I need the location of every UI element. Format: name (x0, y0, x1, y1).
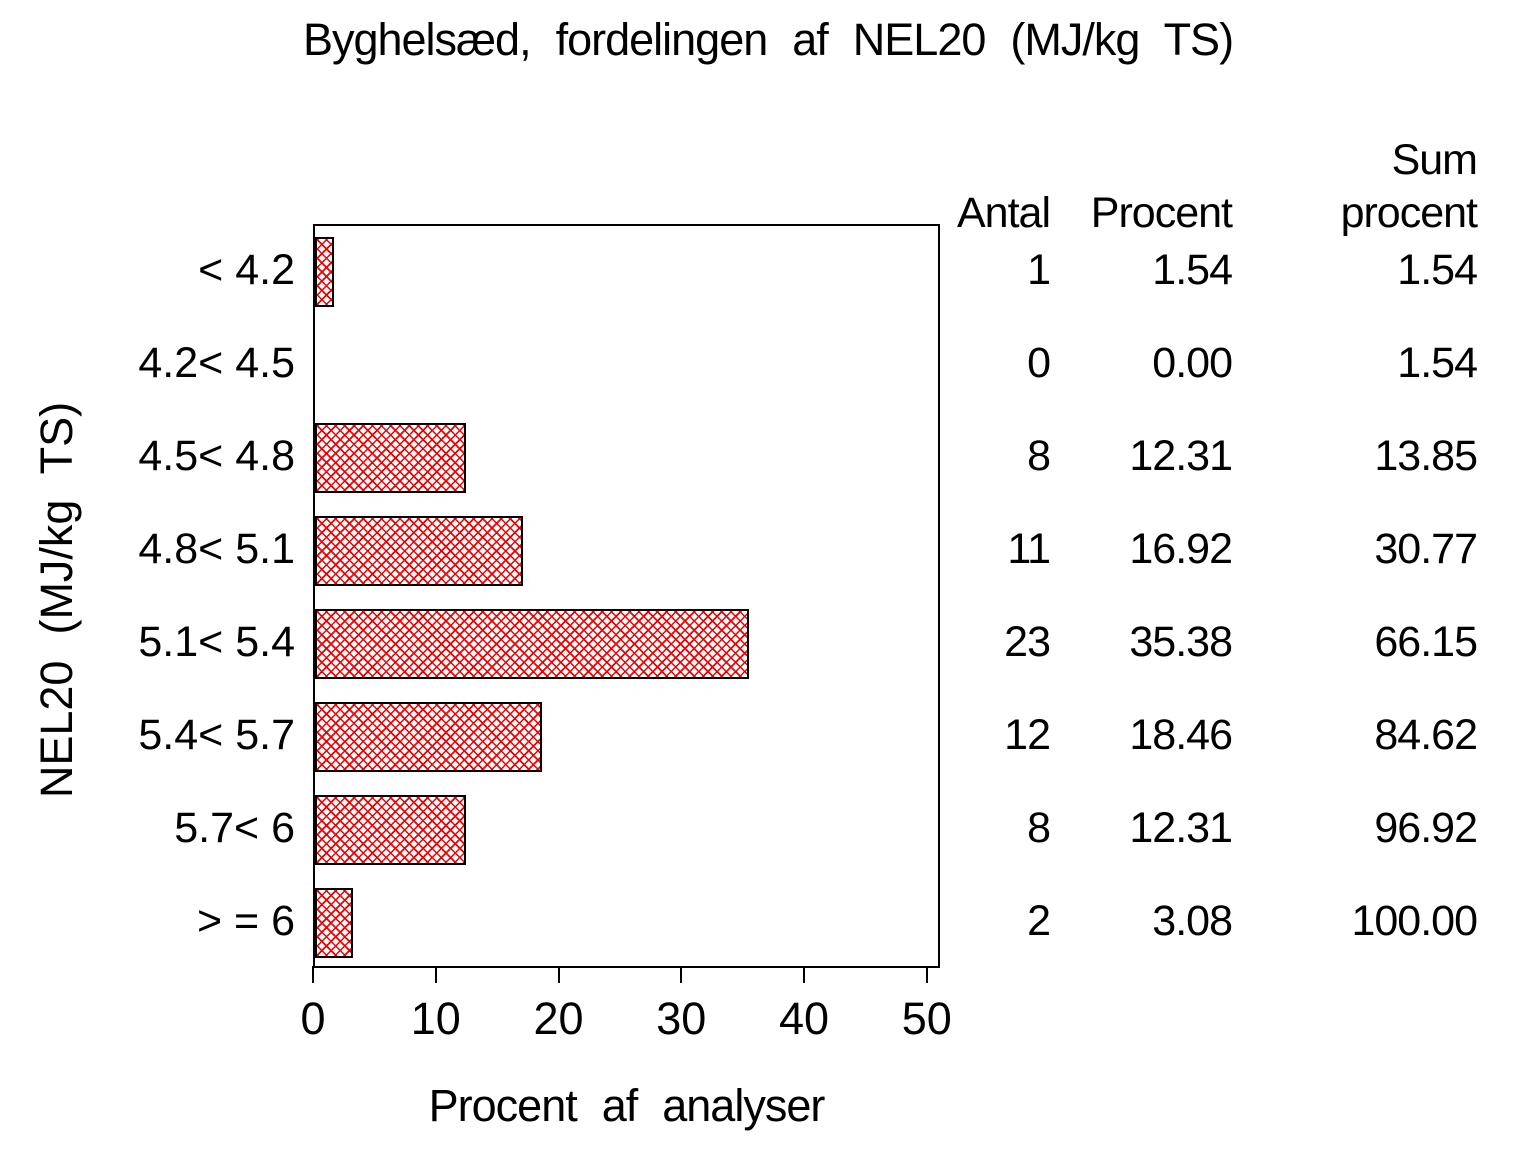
cell-procent: 0.00 (1152, 339, 1233, 387)
x-tick-mark (434, 966, 437, 983)
header-sum-line1: Sum (1391, 136, 1478, 184)
table-row: 23 35.38 66.15 (950, 611, 1478, 673)
table-row: 11 16.92 30.77 (950, 518, 1478, 580)
cell-procent: 18.46 (1129, 711, 1233, 759)
cell-procent: 12.31 (1129, 804, 1233, 852)
cell-procent: 16.92 (1129, 525, 1233, 573)
y-category-label: 4.8< 5.1 (138, 525, 295, 573)
table-row: 8 12.31 96.92 (950, 797, 1478, 859)
x-tick-label: 50 (901, 993, 952, 1044)
cell-sum-procent: 1.54 (1397, 246, 1478, 294)
cell-procent: 35.38 (1129, 618, 1233, 666)
cell-sum-procent: 100.00 (1351, 897, 1478, 945)
header-procent: Procent (1090, 189, 1233, 237)
table-row: 1 1.54 1.54 (950, 239, 1478, 301)
chart-title: Byghelsæd, fordelingen af NEL20 (MJ/kg T… (302, 14, 1234, 65)
x-tick-mark (803, 966, 805, 983)
table-row: 2 3.08 100.00 (950, 890, 1478, 952)
bar (315, 888, 353, 958)
cell-sum-procent: 84.62 (1374, 711, 1478, 759)
cell-procent: 3.08 (1152, 897, 1233, 945)
x-tick-label: 30 (656, 993, 707, 1044)
plot-frame (313, 224, 940, 968)
table-row: 8 12.31 13.85 (950, 425, 1478, 487)
x-tick-mark (312, 966, 314, 983)
x-tick-label: 10 (410, 993, 461, 1044)
y-axis-title: NEL20 (MJ/kg TS) (31, 401, 82, 799)
header-sum-procent: Sum procent (1232, 134, 1478, 240)
cell-antal: 23 (1004, 618, 1051, 666)
bar (315, 237, 334, 307)
x-tick-mark (557, 966, 560, 983)
cell-antal: 0 (1027, 339, 1051, 387)
y-category-label: > = 6 (196, 897, 295, 945)
x-axis-title: Procent af analyser (428, 1080, 826, 1131)
x-tick-label: 0 (300, 993, 326, 1044)
y-category-label: 4.5< 4.8 (138, 432, 295, 480)
cell-antal: 8 (1027, 432, 1051, 480)
x-tick-mark (925, 966, 928, 983)
cell-antal: 12 (1004, 711, 1051, 759)
x-tick-label: 20 (533, 993, 584, 1044)
cell-sum-procent: 96.92 (1374, 804, 1478, 852)
x-axis-ticks (312, 966, 940, 984)
cell-sum-procent: 13.85 (1374, 432, 1478, 480)
bar (315, 609, 750, 679)
table-header: Antal Procent Sum procent (950, 128, 1478, 240)
cell-sum-procent: 66.15 (1374, 618, 1478, 666)
cell-procent: 1.54 (1152, 246, 1233, 294)
bar (315, 795, 466, 865)
cell-antal: 8 (1027, 804, 1051, 852)
y-axis-category-labels: < 4.2 4.2< 4.5 4.5< 4.8 4.8< 5.1 5.1< 5.… (0, 224, 295, 968)
cell-antal: 2 (1027, 897, 1051, 945)
cell-sum-procent: 30.77 (1374, 525, 1478, 573)
table-row: 0 0.00 1.54 (950, 332, 1478, 394)
y-category-label: 5.4< 5.7 (138, 711, 295, 759)
y-category-label: 5.1< 5.4 (138, 618, 295, 666)
x-tick-label: 40 (778, 993, 830, 1044)
cell-sum-procent: 1.54 (1397, 339, 1478, 387)
x-tick-mark (680, 966, 683, 983)
y-category-label: 4.2< 4.5 (138, 339, 295, 387)
bar (315, 423, 466, 493)
bar (315, 702, 542, 772)
cell-antal: 1 (1027, 246, 1051, 294)
y-category-label: 5.7< 6 (174, 804, 295, 852)
x-axis-tick-labels: 0 10 20 30 40 50 (300, 992, 951, 1046)
header-antal: Antal (956, 189, 1051, 237)
y-category-label: < 4.2 (198, 246, 295, 294)
table-row: 12 18.46 84.62 (950, 704, 1478, 766)
cell-procent: 12.31 (1129, 432, 1233, 480)
bar (315, 516, 523, 586)
header-sum-line2: procent (1340, 189, 1478, 237)
cell-antal: 11 (1007, 525, 1051, 573)
